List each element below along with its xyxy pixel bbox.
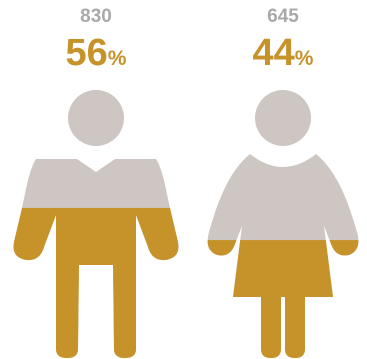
male-count-label: 830 [80,6,112,27]
male-percent-value: 56 [65,32,108,74]
female-percent-label: 44% [228,32,338,75]
female-count-label: 645 [267,6,299,27]
male-percent-sign: % [107,47,127,70]
female-percent-sign: % [294,47,314,70]
female-filled-portion [207,240,359,358]
female-percent-value: 44 [252,32,295,74]
male-percent-label: 56% [41,32,151,75]
